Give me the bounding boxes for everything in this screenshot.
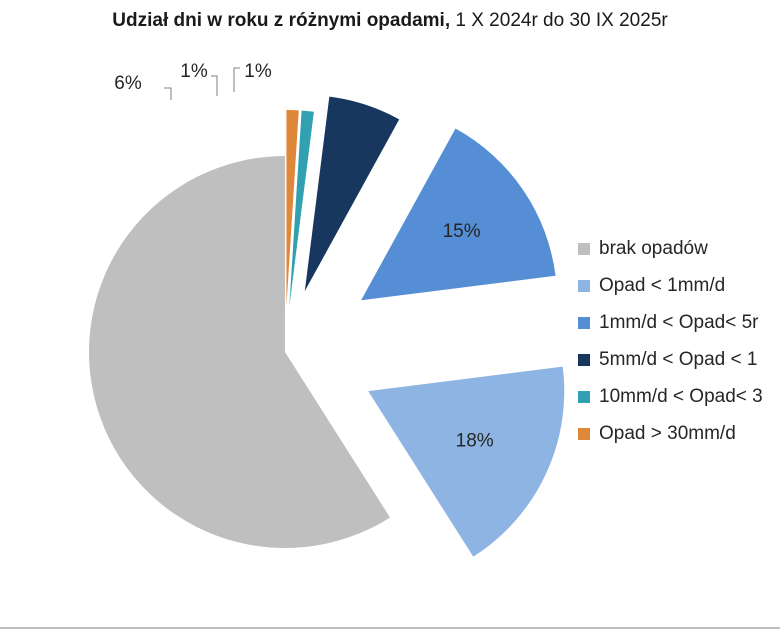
data-label-opad-1-5: 15% [443, 221, 481, 242]
legend-swatch [578, 427, 590, 440]
pie-slice-opad-5-10 [304, 96, 400, 292]
data-label-opad-lt-1: 18% [456, 430, 494, 451]
chart-title-bold: Udział dni w roku z różnymi opadami, [112, 10, 451, 31]
legend-swatch [578, 316, 590, 329]
legend-item-opad-1-5: 1mm/d < Opad< 5r [578, 304, 780, 341]
legend-label: Opad < 1mm/d [599, 274, 726, 296]
chart-title-period: 1 X 2024r do 30 IX 2025r [450, 10, 668, 31]
legend-swatch [578, 279, 590, 292]
chart-title: Udział dni w roku z różnymi opadami, 1 X… [0, 10, 780, 32]
legend-swatch [578, 390, 590, 403]
legend-label: 5mm/d < Opad < 1 [599, 348, 758, 370]
legend-label: 10mm/d < Opad< 3 [599, 385, 763, 407]
data-label-opad-5-10: 6% [114, 73, 142, 94]
bottom-border [0, 627, 780, 629]
legend-item-opad-10-30: 10mm/d < Opad< 3 [578, 378, 780, 415]
data-label-opad-gt-30: 1% [244, 61, 272, 82]
legend-swatch [578, 242, 590, 255]
leader-line [164, 87, 172, 100]
legend-label: 1mm/d < Opad< 5r [599, 311, 759, 333]
legend-label: Opad > 30mm/d [599, 422, 736, 444]
legend: brak opadów Opad < 1mm/d 1mm/d < Opad< 5… [578, 230, 780, 452]
pie-slice-opad-lt-1 [368, 366, 565, 557]
pie-slice-brak-opadow [89, 156, 391, 548]
legend-item-opad-5-10: 5mm/d < Opad < 1 [578, 341, 780, 378]
data-label-opad-10-30: 1% [180, 61, 208, 82]
legend-item-opad-lt-1: Opad < 1mm/d [578, 267, 780, 304]
legend-label: brak opadów [599, 237, 708, 259]
legend-item-opad-gt-30: Opad > 30mm/d [578, 415, 780, 452]
pie-slice-opad-10-30 [289, 110, 314, 307]
legend-item-brak-opadow: brak opadów [578, 230, 780, 267]
legend-swatch [578, 353, 590, 366]
leader-line [233, 67, 240, 92]
pie-slice-opad-1-5 [361, 128, 556, 301]
leader-line [211, 75, 218, 96]
pie-slice-opad-gt-30 [286, 110, 299, 307]
